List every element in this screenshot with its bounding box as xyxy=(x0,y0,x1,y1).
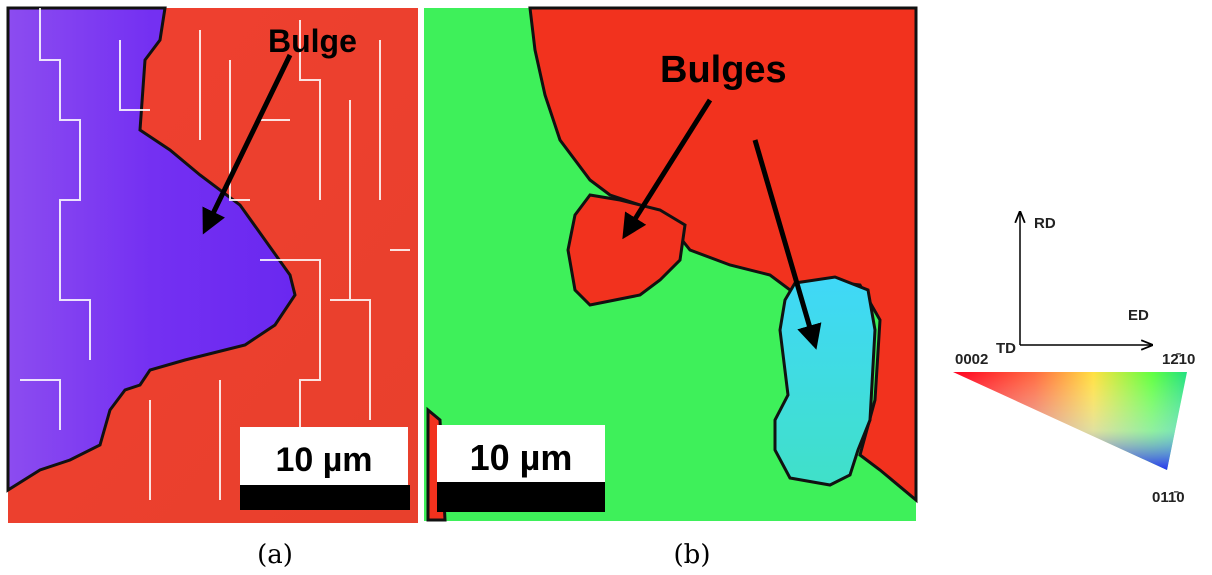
figure: Bulge 10 µm (a) Bulges 10 µm (b) RD ED T… xyxy=(0,0,1212,575)
scale-bar xyxy=(437,482,605,512)
axis-label: TD xyxy=(996,340,1016,357)
caption: (a) xyxy=(257,540,293,570)
ipf-label: 011̄0 xyxy=(1152,489,1185,506)
axis-label: RD xyxy=(1034,215,1056,232)
ipf-triangle-shade xyxy=(953,372,1187,470)
axis-label: ED xyxy=(1128,307,1149,324)
legend: RD ED TD 0002 12̄10 011̄0 xyxy=(953,212,1195,506)
ipf-label: 0002 xyxy=(955,351,988,368)
panel-a: Bulge 10 µm (a) xyxy=(8,8,418,570)
scale-label: 10 µm xyxy=(470,437,573,478)
annotation: Bulges xyxy=(660,49,787,91)
scale-label: 10 µm xyxy=(275,441,372,479)
caption: (b) xyxy=(674,540,711,570)
scale-bar xyxy=(240,485,410,510)
panel-b: Bulges 10 µm (b) xyxy=(424,8,916,570)
annotation: Bulge xyxy=(268,23,357,59)
ipf-label: 12̄10 xyxy=(1162,351,1195,368)
